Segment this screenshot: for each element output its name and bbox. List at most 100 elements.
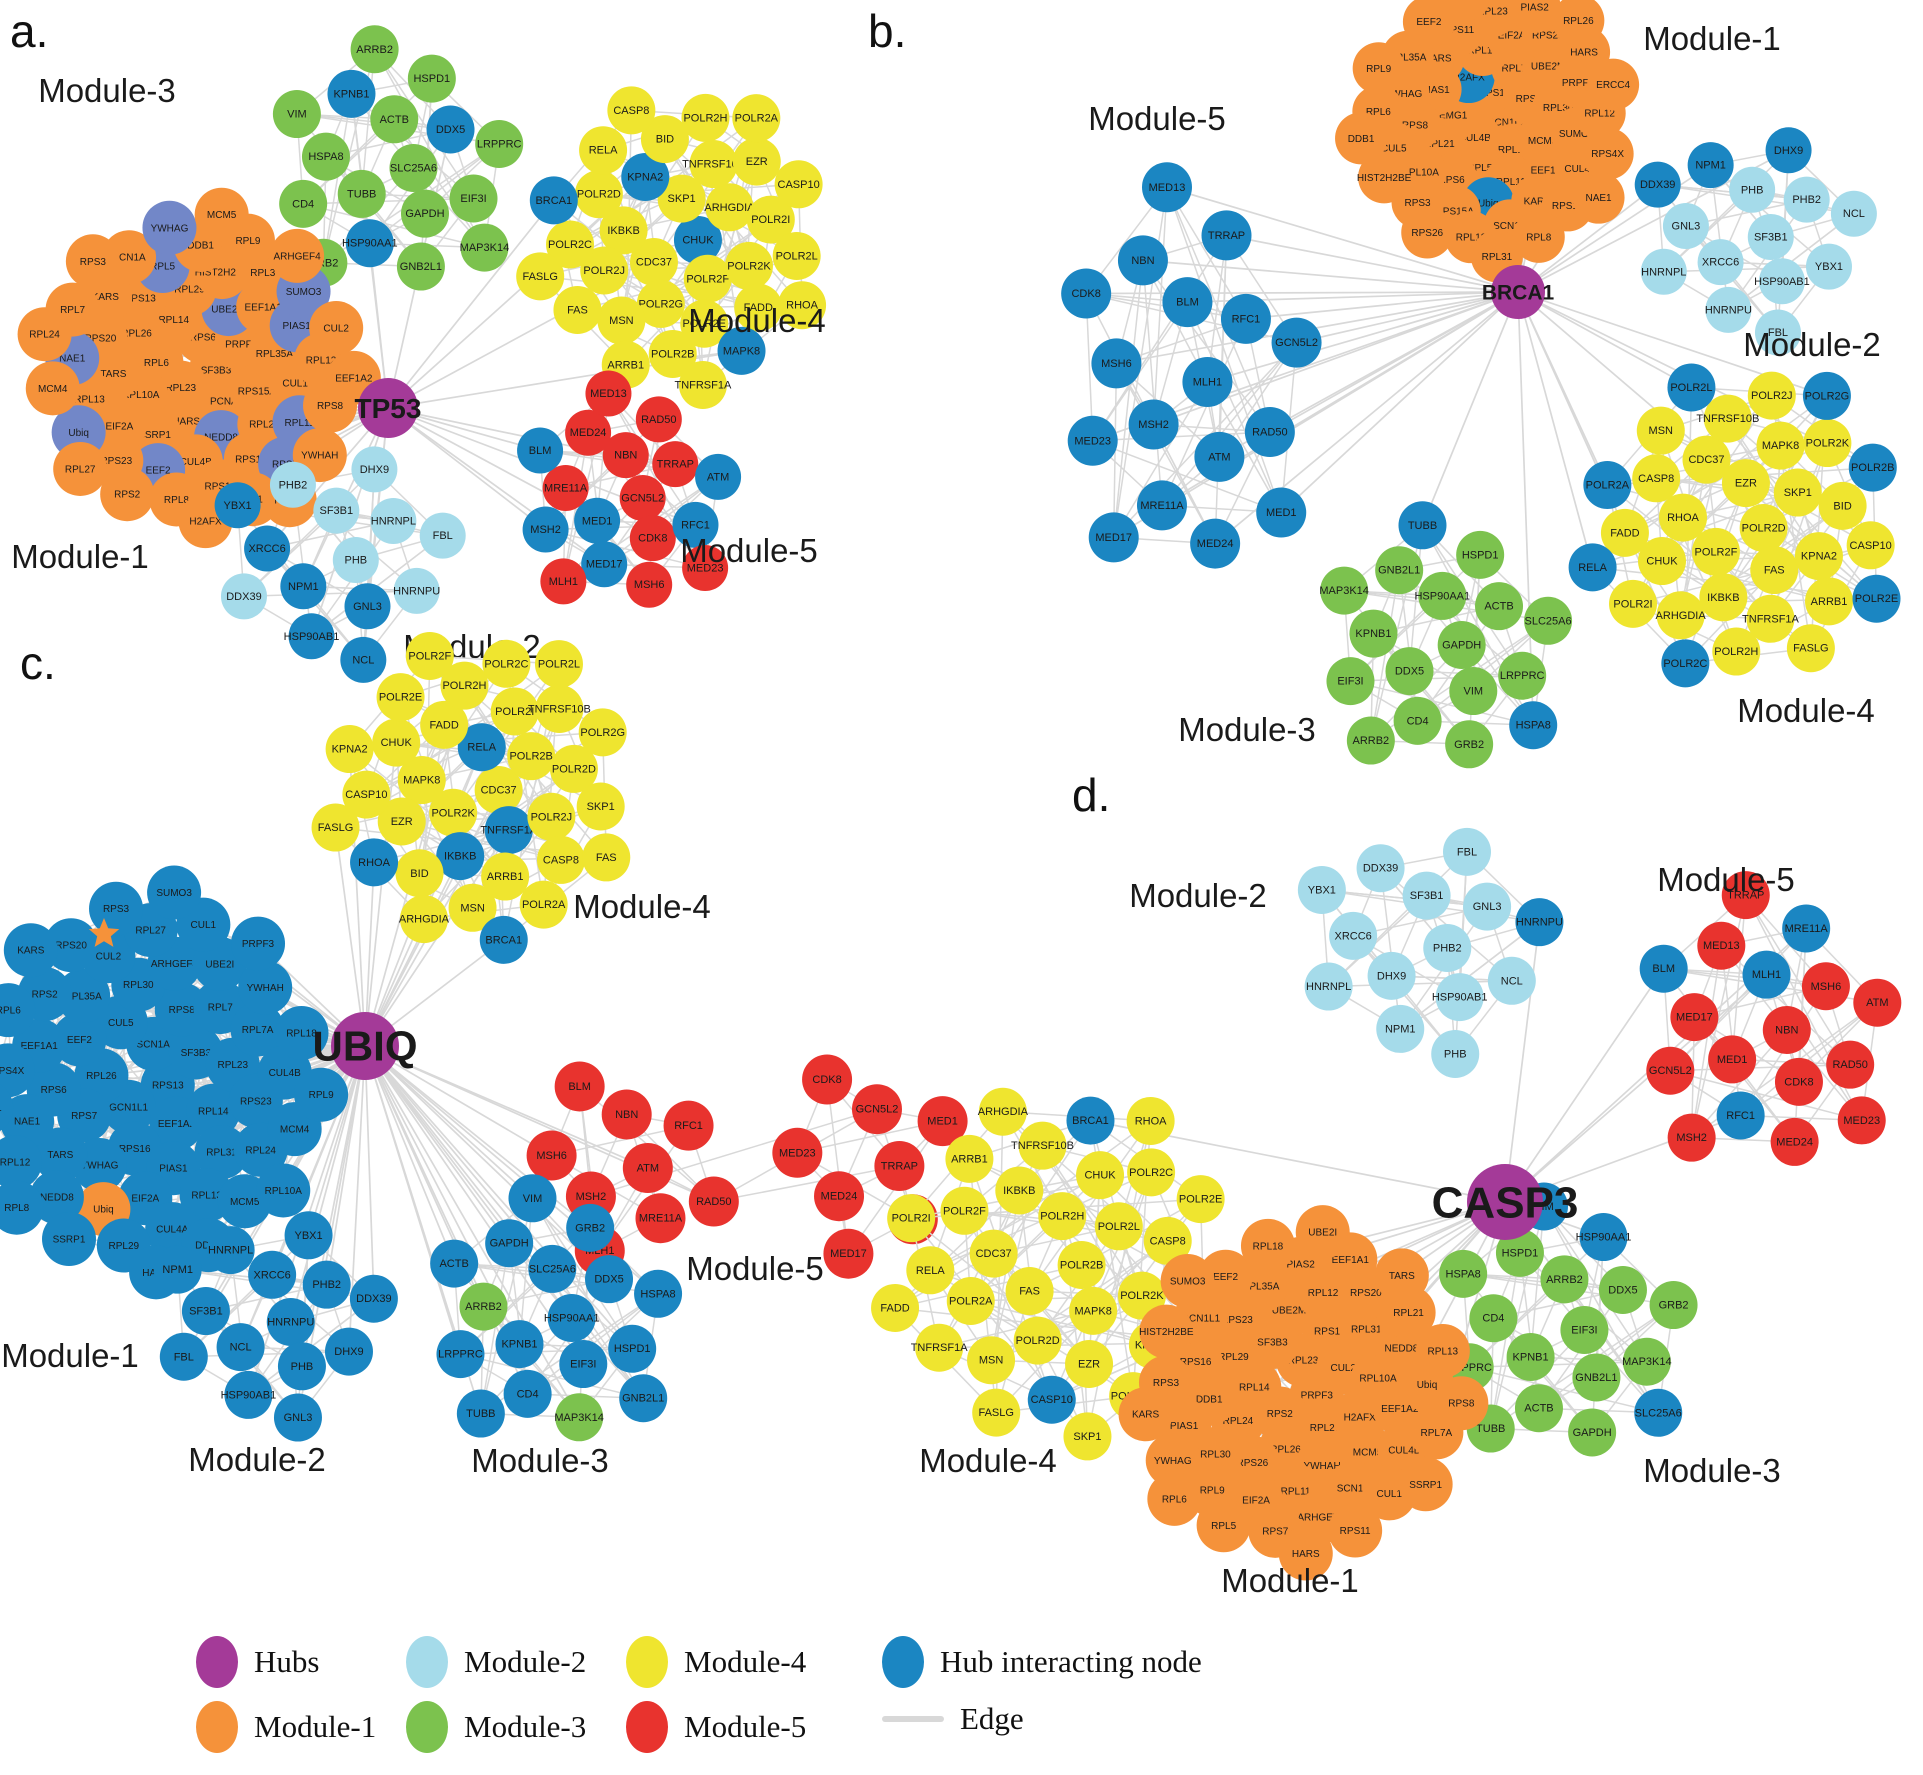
node <box>555 1393 604 1442</box>
node <box>1367 951 1416 1000</box>
node-label: RPS8 <box>1402 121 1429 132</box>
node <box>17 307 72 362</box>
node-label: MCM5 <box>207 210 237 221</box>
panel-c: CDC37 POLR2K RELA TNFRSF1A MAPK8 POLR2B IKBKB F… <box>0 631 968 1479</box>
node-label: NCL <box>1843 208 1865 220</box>
node-label: POLR2L <box>1098 1221 1140 1233</box>
edge <box>1113 381 1209 538</box>
node <box>389 144 438 192</box>
node-label: CDK8 <box>638 533 667 545</box>
node <box>345 219 394 268</box>
node <box>274 1005 329 1060</box>
node-label: RPL13 <box>74 395 105 406</box>
node-label: HARS <box>1570 48 1598 59</box>
node-label: RPS23 <box>1532 31 1564 42</box>
node-label: VIM <box>287 109 307 121</box>
node <box>1117 235 1168 286</box>
node-label: EEF2 <box>67 1035 92 1046</box>
edge <box>1519 1252 1540 1409</box>
node-label: CASP8 <box>543 854 579 866</box>
node <box>1439 1249 1488 1298</box>
module-cluster-b-m1: GCN1L1 CUL4B RPS14 RPL14 EMG1 RPS2 RPL5 H2AFX MC… <box>1335 0 1640 283</box>
hub-edge <box>387 407 605 565</box>
node-label: RELA <box>589 145 618 157</box>
node <box>1747 214 1794 260</box>
node-label: MAP3K14 <box>1319 585 1369 597</box>
node <box>1005 1267 1054 1316</box>
node-label: RPS6 <box>1439 175 1466 186</box>
node-label: SLC25A6 <box>1525 615 1572 627</box>
node <box>906 1246 955 1295</box>
node-label: NPM1 <box>1385 1023 1416 1035</box>
node-label: DDX39 <box>356 1293 391 1305</box>
node-label: RPL23 <box>165 383 196 394</box>
node-label: HSP90AB1 <box>1432 992 1488 1004</box>
node <box>256 1163 311 1218</box>
node <box>1581 127 1634 180</box>
node <box>565 409 612 456</box>
node <box>277 1342 326 1391</box>
node-label: ATM <box>707 471 729 483</box>
edge <box>508 1243 529 1394</box>
node-label: FBL <box>1457 846 1477 858</box>
node <box>1190 518 1241 569</box>
node-label: HSPA8 <box>308 151 343 163</box>
module-cluster-c-m2: HNRNPU NCL XRCC6 PHB SF3B1 PHB2 HSP90AB1 HNRNPL… <box>153 1211 398 1442</box>
node-label: RPS14 <box>1479 88 1511 99</box>
node-label: RPL8 <box>164 495 189 506</box>
module-label: Module-4 <box>688 302 826 339</box>
node <box>1141 162 1192 213</box>
node-label: MED1 <box>582 515 613 527</box>
node-label: EEF1A1 <box>21 1041 59 1052</box>
node <box>1649 1281 1698 1330</box>
node <box>626 561 673 608</box>
node <box>585 1255 634 1304</box>
node-label: GNB2L1 <box>400 261 442 273</box>
edge <box>243 590 417 598</box>
node <box>1335 112 1388 165</box>
node-label: RPS26 <box>1411 228 1443 239</box>
node <box>0 1084 14 1131</box>
node <box>1506 1332 1555 1381</box>
node <box>823 1228 874 1279</box>
node-label: SCN1A <box>112 253 146 264</box>
node-label: RPL27 <box>65 464 96 475</box>
node <box>1088 512 1139 563</box>
node <box>248 1250 297 1299</box>
node <box>1415 1323 1470 1378</box>
node-label: XRCC6 <box>248 543 285 555</box>
node-label: PIAS2 <box>1520 2 1549 13</box>
node-label: CDK8 <box>1071 288 1100 300</box>
node <box>1729 166 1776 213</box>
module-label: Module-3 <box>1178 711 1316 748</box>
node-label: GNL3 <box>353 601 382 613</box>
edge <box>1166 186 1247 320</box>
node <box>270 228 325 283</box>
node <box>871 1283 920 1332</box>
node-label: HSP90AA1 <box>1576 1232 1632 1244</box>
node-label: RAD50 <box>1252 427 1287 439</box>
node <box>695 453 742 500</box>
node <box>635 1193 686 1244</box>
node <box>430 1239 479 1288</box>
edge <box>970 1300 1154 1346</box>
node-label: NAE1 <box>59 354 86 365</box>
node <box>1393 696 1442 745</box>
hub-edge <box>364 1045 580 1418</box>
node-label: LRPPRC <box>477 138 522 150</box>
node-label: HNRNPU <box>1516 917 1563 929</box>
node-label: NEDD8 <box>40 1193 74 1204</box>
node-label: GNL3 <box>1672 221 1701 233</box>
node-label: IKBKB <box>444 851 476 863</box>
node <box>100 467 155 522</box>
node-label: RPL11 <box>1496 177 1526 188</box>
edge <box>545 528 706 569</box>
node-label: KPNB1 <box>1355 628 1391 640</box>
node <box>1139 1304 1194 1359</box>
node-label: RPS3 <box>1153 1378 1180 1389</box>
node-label: GAPDH <box>1573 1427 1612 1439</box>
node-label: POLR2B <box>509 751 552 763</box>
module-label: Module-1 <box>1 1337 139 1374</box>
